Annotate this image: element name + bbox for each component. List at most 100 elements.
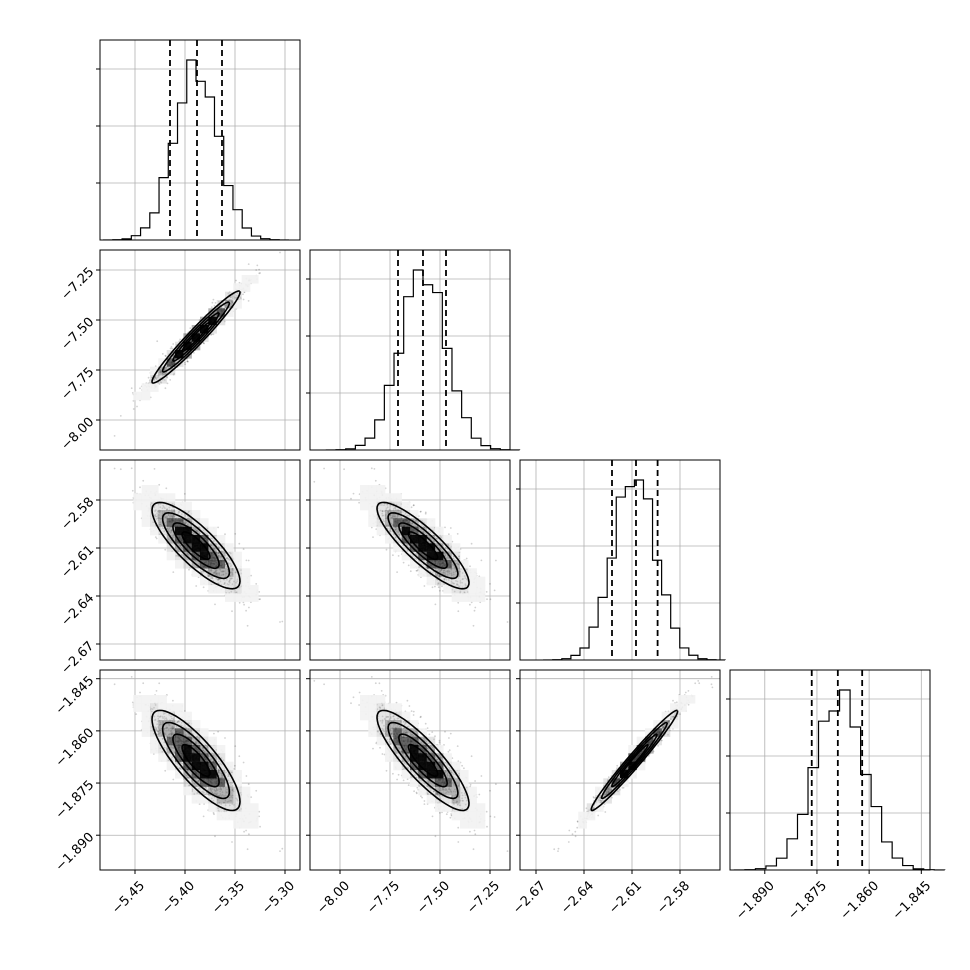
density-cell	[368, 501, 377, 511]
scatter-point	[228, 580, 231, 582]
density-cell	[216, 543, 226, 552]
scatter-point	[256, 264, 259, 267]
scatter-point	[464, 584, 467, 587]
scatter-point	[245, 559, 248, 562]
scatter-point	[161, 527, 164, 529]
scatter-point	[224, 533, 226, 536]
density-cell	[175, 510, 184, 519]
scatter-point	[461, 586, 464, 589]
scatter-point	[421, 524, 423, 526]
density-cell	[451, 585, 461, 594]
scatter-point	[153, 378, 155, 381]
scatter-point	[219, 580, 222, 583]
scatter-point	[155, 728, 158, 730]
scatter-point	[164, 354, 167, 357]
density-cell	[443, 576, 452, 586]
density-cell	[368, 518, 377, 527]
density-cell	[401, 551, 411, 561]
scatter-point	[449, 527, 452, 529]
scatter-point	[458, 585, 460, 588]
density-cell	[175, 560, 184, 569]
scatter-point	[150, 502, 153, 505]
scatter-point	[211, 576, 214, 579]
contour-2-1-2	[387, 512, 459, 580]
contour-1-0-3	[151, 290, 241, 384]
contour-2-0-3	[151, 501, 241, 590]
contour-2-0-2	[161, 511, 231, 580]
scatter-point	[226, 557, 229, 560]
scatter-point	[147, 376, 150, 379]
scatter-point	[231, 297, 234, 300]
scatter-point	[231, 296, 234, 299]
scatter-point	[389, 530, 392, 533]
scatter-point	[437, 584, 439, 586]
scatter-point	[154, 513, 157, 516]
scatter-point	[243, 830, 246, 833]
scatter-point	[279, 621, 281, 623]
scatter-point	[239, 296, 241, 298]
contour-1-0-0	[181, 321, 211, 353]
scatter-point	[246, 624, 249, 627]
scatter-point	[170, 346, 173, 348]
scatter-point	[165, 717, 168, 719]
scatter-point	[434, 603, 437, 606]
scatter-point	[157, 375, 160, 378]
scatter-point	[258, 598, 260, 601]
density-cell	[460, 593, 469, 602]
density-cell	[166, 526, 176, 536]
scatter-point	[164, 769, 167, 772]
scatter-point	[386, 527, 389, 530]
scatter-point	[219, 578, 222, 581]
scatter-point	[213, 304, 216, 307]
scatter-point	[259, 598, 261, 601]
density-cell	[435, 526, 444, 536]
scatter-point	[382, 514, 385, 517]
scatter-point	[186, 360, 189, 363]
scatter-point	[236, 580, 239, 582]
scatter-point	[177, 555, 180, 558]
scatter-point	[216, 578, 219, 581]
scatter-point	[424, 512, 427, 515]
density-cell	[435, 576, 444, 586]
density-cell	[460, 560, 469, 569]
density-cell	[468, 593, 477, 602]
scatter-point	[213, 539, 215, 542]
scatter-point	[132, 400, 135, 402]
scatter-point	[213, 534, 216, 537]
scatter-point	[304, 467, 306, 469]
scatter-point	[142, 479, 145, 482]
scatter-point	[173, 372, 176, 375]
density-cell	[191, 535, 201, 544]
scatter-point	[438, 576, 441, 579]
density-cell	[191, 510, 201, 519]
scatter-point	[153, 378, 156, 381]
scatter-point	[431, 586, 434, 589]
scatter-point	[211, 537, 214, 540]
density-layer	[113, 251, 714, 852]
density-cell	[233, 283, 242, 292]
scatter-point	[154, 377, 156, 379]
scatter-point	[247, 300, 250, 302]
scatter-point	[184, 514, 187, 517]
density-cell	[451, 576, 461, 586]
scatter-point	[119, 415, 122, 417]
scatter-point	[230, 296, 233, 298]
scatter-point	[200, 571, 203, 574]
density-cell	[166, 535, 176, 544]
density-cell	[426, 576, 436, 586]
density-cell	[208, 526, 217, 536]
density-cell	[158, 375, 167, 384]
scatter-point	[212, 540, 215, 543]
scatter-point	[154, 514, 156, 517]
scatter-point	[156, 729, 159, 732]
scatter-point	[458, 557, 461, 560]
scatter-point	[154, 376, 157, 379]
scatter-point	[459, 581, 462, 584]
scatter-point	[395, 536, 397, 539]
scatter-point	[154, 509, 157, 511]
scatter-point	[180, 513, 183, 515]
scatter-point	[235, 591, 238, 594]
scatter-point	[397, 555, 400, 557]
scatter-point	[229, 562, 232, 565]
scatter-point	[402, 511, 404, 513]
